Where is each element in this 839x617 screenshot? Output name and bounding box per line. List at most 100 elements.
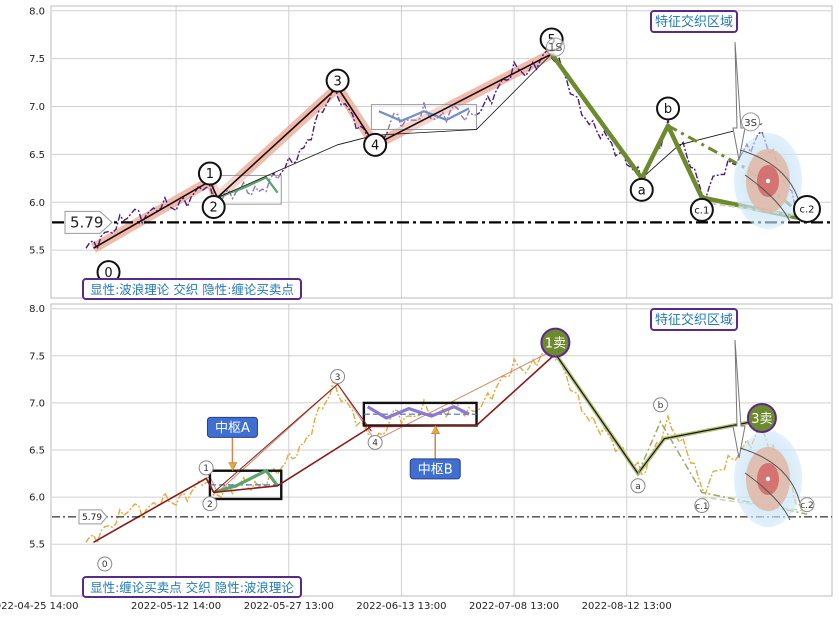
y-tick-label: 8.0 bbox=[29, 304, 45, 315]
wave-label-2: 2 bbox=[201, 195, 226, 220]
bottom-grid bbox=[52, 304, 831, 596]
top-plot-frame bbox=[50, 5, 833, 299]
wave-label-c.2: c.2 bbox=[799, 497, 815, 513]
x-tick-label: 2022-04-25 14:00 bbox=[0, 601, 78, 612]
svg-text:显性:缠论买卖点 交织 隐性:波浪理论: 显性:缠论买卖点 交织 隐性:波浪理论 bbox=[90, 580, 294, 595]
top-reference-line: 5.79 bbox=[52, 210, 832, 234]
wave-label-4: 4 bbox=[363, 132, 388, 157]
y-tick-label: 7.5 bbox=[29, 54, 45, 65]
svg-text:中枢B: 中枢B bbox=[418, 462, 453, 477]
bottom-plot-frame bbox=[50, 303, 833, 597]
x-tick-label: 2022-05-12 14:00 bbox=[131, 601, 221, 612]
wave-label-b: b bbox=[653, 397, 669, 413]
bottom-y-axis: 8.0 7.5 7.0 6.5 6.0 5.5 bbox=[29, 304, 45, 550]
bottom-region-label: 特征交织区域 bbox=[650, 308, 738, 331]
svg-text:1S: 1S bbox=[548, 41, 562, 54]
y-tick-label: 6.5 bbox=[29, 446, 45, 457]
pivot-box bbox=[213, 174, 282, 205]
svg-text:2: 2 bbox=[210, 201, 218, 216]
x-tick-label: 2022-06-13 13:00 bbox=[356, 601, 446, 612]
x-tick-label: 2022-07-08 13:00 bbox=[469, 601, 559, 612]
y-tick-label: 7.5 bbox=[29, 351, 45, 362]
x-tick-label: 2022-05-27 13:00 bbox=[244, 601, 334, 612]
pivot-label-中枢A: 中枢A bbox=[206, 416, 258, 471]
bottom-intersection-region bbox=[732, 339, 802, 527]
x-axis: 2022-04-25 14:00 2022-05-12 14:00 2022-05-… bbox=[0, 601, 672, 612]
pivot-stroke bbox=[378, 107, 470, 123]
wave-label-c.1: c.1 bbox=[689, 197, 714, 222]
svg-text:中枢A: 中枢A bbox=[215, 421, 250, 436]
svg-text:a: a bbox=[638, 183, 646, 198]
y-tick-label: 5.5 bbox=[29, 246, 45, 257]
svg-text:0: 0 bbox=[102, 560, 108, 570]
svg-text:a: a bbox=[635, 482, 641, 492]
svg-text:c.1: c.1 bbox=[695, 502, 709, 512]
svg-text:0: 0 bbox=[104, 266, 112, 281]
top-reference-label: 5.79 bbox=[64, 210, 113, 234]
wave-label-4: 4 bbox=[367, 434, 383, 450]
bottom-series bbox=[85, 346, 808, 545]
y-tick-label: 5.5 bbox=[29, 540, 45, 551]
y-tick-label: 6.0 bbox=[29, 198, 45, 209]
wave-label-a: a bbox=[629, 177, 654, 202]
top-intersection-region bbox=[732, 41, 802, 229]
y-tick-label: 6.5 bbox=[29, 150, 45, 161]
y-tick-label: 7.0 bbox=[29, 102, 45, 113]
wave-outline bbox=[93, 350, 552, 543]
svg-text:1: 1 bbox=[206, 167, 214, 182]
top-series bbox=[85, 48, 808, 253]
y-tick-label: 7.0 bbox=[29, 398, 45, 409]
wave-label-c.2: c.2 bbox=[792, 194, 821, 223]
svg-text:显性:波浪理论 交织 隐性:缠论买卖点: 显性:波浪理论 交织 隐性:缠论买卖点 bbox=[90, 282, 294, 297]
wave-label-1: 1 bbox=[197, 161, 222, 186]
svg-text:1卖: 1卖 bbox=[545, 337, 566, 352]
svg-text:2: 2 bbox=[207, 500, 213, 510]
bottom-legend: 显性:缠论买卖点 交织 隐性:波浪理论 bbox=[82, 576, 302, 598]
svg-text:3S: 3S bbox=[744, 118, 757, 129]
svg-text:特征交织区域: 特征交织区域 bbox=[655, 14, 733, 30]
wave-line bbox=[93, 53, 552, 249]
top-legend: 显性:波浪理论 交织 隐性:缠论买卖点 bbox=[82, 278, 302, 300]
y-tick-label: 8.0 bbox=[29, 6, 45, 17]
svg-text:3卖: 3卖 bbox=[751, 412, 772, 427]
svg-text:c.2: c.2 bbox=[800, 501, 814, 511]
wave-label-1S: 1S bbox=[545, 37, 565, 57]
wave-label-3: 3 bbox=[330, 369, 346, 385]
svg-text:b: b bbox=[658, 401, 664, 411]
svg-text:c.1: c.1 bbox=[694, 206, 709, 217]
wave-label-3S: 3S bbox=[741, 112, 761, 132]
pivot-label-中枢B: 中枢B bbox=[409, 425, 461, 480]
wave-label-0: 0 bbox=[97, 556, 113, 572]
top-panel: 8.07.57.06.56.05.5 5.79 特征交织区域 0123451Sa… bbox=[29, 5, 833, 300]
chanlun-stroke-line bbox=[93, 353, 556, 543]
svg-text:1: 1 bbox=[203, 464, 209, 474]
svg-text:特征交织区域: 特征交织区域 bbox=[655, 312, 733, 328]
signal-label-1卖: 1卖 bbox=[540, 327, 571, 358]
top-region-label: 特征交织区域 bbox=[650, 10, 738, 33]
y-tick-label: 6.0 bbox=[29, 493, 45, 504]
pivot-stroke bbox=[213, 468, 279, 494]
svg-text:c.2: c.2 bbox=[799, 205, 814, 216]
wave-label-c.1: c.1 bbox=[694, 498, 710, 514]
top-reference-value: 5.79 bbox=[70, 213, 103, 231]
segment-highlight bbox=[553, 352, 763, 477]
price-line bbox=[85, 48, 808, 251]
bottom-reference-line: 5.79 bbox=[52, 509, 832, 525]
x-tick-label: 2022-08-12 13:00 bbox=[582, 601, 672, 612]
svg-text:3: 3 bbox=[333, 74, 341, 89]
svg-text:3: 3 bbox=[335, 373, 341, 383]
pivot-box bbox=[370, 104, 478, 131]
signal-label-3卖: 3卖 bbox=[746, 402, 777, 433]
svg-text:4: 4 bbox=[371, 138, 379, 153]
wave-label-1: 1 bbox=[198, 460, 214, 476]
svg-text:4: 4 bbox=[372, 439, 378, 449]
chanlun-stroke-line bbox=[213, 383, 372, 493]
pivot-stroke bbox=[217, 176, 279, 199]
pivot-stroke bbox=[366, 404, 470, 420]
bottom-reference-value: 5.79 bbox=[82, 513, 102, 523]
price-line bbox=[85, 346, 808, 545]
svg-text:b: b bbox=[664, 102, 672, 117]
wave-label-3: 3 bbox=[325, 68, 350, 93]
